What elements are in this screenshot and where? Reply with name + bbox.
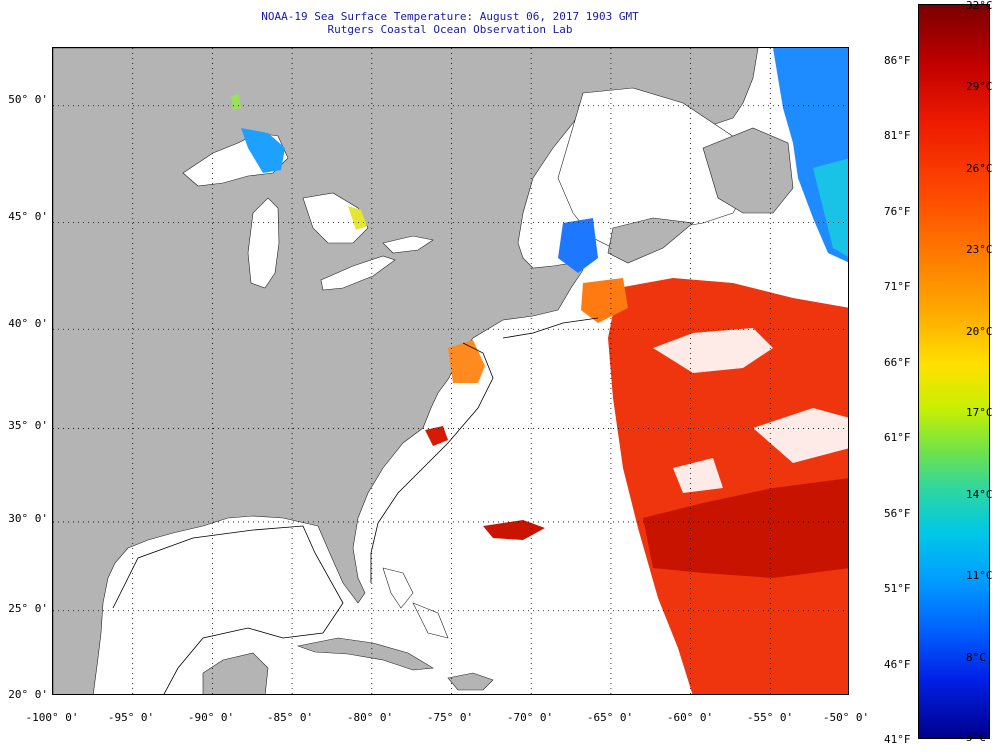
- lon-label: -80° 0': [346, 711, 394, 724]
- sst-yellow-huron: [348, 206, 367, 230]
- lat-label: 30° 0': [8, 512, 48, 525]
- map-subtitle: Rutgers Coastal Ocean Observation Lab: [327, 23, 573, 36]
- gulf-contour: [112, 525, 344, 694]
- sst-orange-midatlantic: [448, 340, 485, 383]
- lon-label: -50° 0': [822, 711, 870, 724]
- lon-label: -75° 0': [426, 711, 474, 724]
- hispaniola-land: [447, 672, 494, 691]
- cloud-patches: [653, 328, 848, 493]
- lon-label: -65° 0': [586, 711, 634, 724]
- lon-label: -90° 0': [187, 711, 235, 724]
- colorbar-celsius-label: 29°C: [966, 80, 993, 93]
- sst-map-canvas: [53, 48, 848, 694]
- sst-hot-band: [643, 478, 848, 578]
- lat-label: 50° 0': [8, 93, 48, 106]
- map-title: NOAA-19 Sea Surface Temperature: August …: [261, 10, 639, 23]
- lake-erie: [320, 255, 396, 291]
- colorbar-fahrenheit-label: 81°F: [884, 129, 911, 142]
- graticule: [53, 48, 848, 694]
- colorbar-celsius-label: 26°C: [966, 162, 993, 175]
- colorbar-fahrenheit-label: 51°F: [884, 582, 911, 595]
- colorbar-fahrenheit-label: 46°F: [884, 658, 911, 671]
- lake-ontario: [382, 235, 434, 254]
- lon-label: -95° 0': [107, 711, 155, 724]
- lake-michigan: [247, 197, 280, 289]
- sst-cyan-labrador: [813, 158, 848, 257]
- cuba-land: [296, 637, 434, 671]
- sst-warm-ocean: [608, 278, 848, 694]
- colorbar-celsius-label: 20°C: [966, 325, 993, 338]
- lat-label: 45° 0': [8, 210, 48, 223]
- lake-huron: [302, 192, 369, 244]
- sst-map: [52, 47, 849, 695]
- colorbar-fahrenheit-label: 61°F: [884, 431, 911, 444]
- colorbar-celsius-label: 17°C: [966, 406, 993, 419]
- sst-cold-superior: [241, 128, 285, 173]
- lat-label: 35° 0': [8, 419, 48, 432]
- lon-label: -85° 0': [266, 711, 314, 724]
- colorbar-celsius-label: 8°C: [966, 651, 986, 664]
- isobath-contour: [370, 317, 599, 583]
- colorbar-fahrenheit-label: 66°F: [884, 356, 911, 369]
- lon-label: -55° 0': [746, 711, 794, 724]
- colorbar-fahrenheit-label: 41°F: [884, 733, 911, 746]
- colorbar-fahrenheit-label: 76°F: [884, 205, 911, 218]
- sst-gulf-stream-red: [425, 426, 448, 446]
- lat-label: 20° 0': [8, 688, 48, 701]
- temperature-colorbar: [918, 4, 990, 739]
- colorbar-celsius-label: 23°C: [966, 243, 993, 256]
- colorbar-fahrenheit-label: 56°F: [884, 507, 911, 520]
- yucatan-land: [202, 652, 269, 694]
- bahamas-banks: [382, 567, 449, 639]
- newfoundland-land: [702, 127, 794, 214]
- lon-label: -60° 0': [666, 711, 714, 724]
- sst-red-patch: [483, 520, 545, 540]
- north-america-land: [53, 48, 759, 694]
- sst-cold-fundy: [558, 218, 598, 273]
- nova-scotia-land: [607, 217, 694, 264]
- lon-label: -70° 0': [506, 711, 554, 724]
- colorbar-celsius-label: 5°C: [966, 731, 986, 744]
- lon-label: -100° 0': [25, 711, 79, 724]
- sst-orange-shelf: [581, 278, 628, 323]
- colorbar-celsius-label: 14°C: [966, 488, 993, 501]
- colorbar-celsius-label: 11°C: [966, 569, 993, 582]
- lat-label: 25° 0': [8, 602, 48, 615]
- colorbar-fahrenheit-label: 71°F: [884, 280, 911, 293]
- colorbar-fahrenheit-label: 86°F: [884, 54, 911, 67]
- colorbar-celsius-label: 32°C: [966, 0, 993, 12]
- lat-label: 40° 0': [8, 317, 48, 330]
